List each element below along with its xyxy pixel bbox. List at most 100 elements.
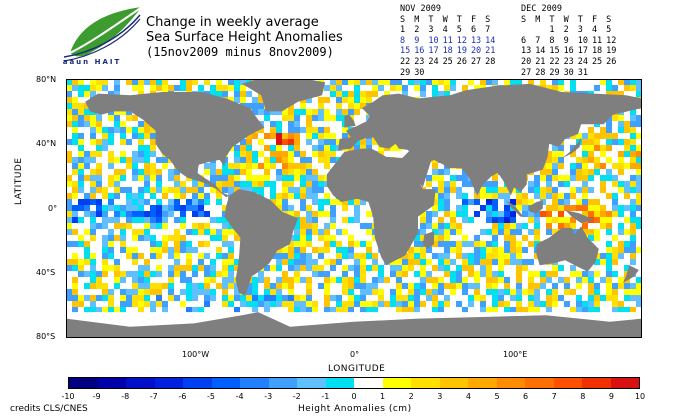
anomaly-cell — [102, 133, 108, 139]
anomaly-cell — [150, 271, 156, 277]
anomaly-cell — [162, 163, 168, 169]
anomaly-cell — [426, 223, 432, 229]
anomaly-cell — [522, 259, 528, 265]
anomaly-cell — [186, 193, 192, 199]
anomaly-cell — [360, 199, 366, 205]
anomaly-cell — [90, 301, 96, 307]
anomaly-cell — [534, 301, 540, 307]
anomaly-cell — [486, 187, 492, 193]
colorbar-label: -10 — [61, 392, 75, 401]
anomaly-cell — [564, 223, 570, 229]
anomaly-cell — [486, 259, 492, 265]
anomaly-cell — [150, 187, 156, 193]
anomaly-cell — [78, 205, 84, 211]
anomaly-cell — [252, 151, 258, 157]
anomaly-cell — [564, 307, 570, 313]
anomaly-cell — [528, 211, 534, 217]
anomaly-cell — [330, 223, 336, 229]
land-australia — [536, 226, 599, 272]
anomaly-cell — [630, 235, 636, 241]
anomaly-cell — [444, 277, 450, 283]
anomaly-cell — [108, 205, 114, 211]
anomaly-cell — [282, 145, 288, 151]
anomaly-cell — [360, 91, 366, 97]
anomaly-cell — [420, 211, 426, 217]
anomaly-cell — [120, 175, 126, 181]
anomaly-cell — [288, 157, 294, 163]
land-masses — [66, 79, 642, 338]
anomaly-cell — [390, 85, 396, 91]
anomaly-cell — [156, 271, 162, 277]
anomaly-cell — [222, 295, 228, 301]
anomaly-cell — [336, 277, 342, 283]
anomaly-cell — [264, 133, 270, 139]
anomaly-cell — [126, 199, 132, 205]
anomaly-cell — [156, 85, 162, 91]
anomaly-cell — [582, 163, 588, 169]
anomaly-cell — [294, 175, 300, 181]
anomaly-cell — [96, 211, 102, 217]
anomaly-cell — [96, 85, 102, 91]
anomaly-cell — [288, 163, 294, 169]
anomaly-cell — [84, 157, 90, 163]
anomaly-cell — [480, 295, 486, 301]
anomaly-cell — [396, 271, 402, 277]
anomaly-cell — [222, 199, 228, 205]
anomaly-cell — [576, 277, 582, 283]
anomaly-cell — [606, 223, 612, 229]
anomaly-cell — [342, 283, 348, 289]
anomaly-cell — [222, 235, 228, 241]
anomaly-cell — [102, 229, 108, 235]
anomaly-cell — [342, 127, 348, 133]
anomaly-cell — [438, 199, 444, 205]
anomaly-cell — [444, 205, 450, 211]
anomaly-cell — [312, 169, 318, 175]
anomaly-cell — [486, 235, 492, 241]
anomaly-cell — [138, 187, 144, 193]
calendar-day: 30 — [563, 67, 574, 78]
anomaly-cell — [282, 253, 288, 259]
anomaly-cell — [438, 193, 444, 199]
anomaly-cell — [570, 217, 576, 223]
anomaly-cell — [78, 121, 84, 127]
anomaly-cell — [492, 229, 498, 235]
anomaly-cell — [294, 265, 300, 271]
anomaly-cell — [270, 163, 276, 169]
anomaly-cell — [300, 175, 306, 181]
anomaly-cell — [102, 205, 108, 211]
anomaly-cell — [96, 157, 102, 163]
anomaly-cell — [474, 241, 480, 247]
anomaly-cell — [462, 223, 468, 229]
anomaly-cell — [72, 301, 78, 307]
anomaly-cell — [612, 85, 618, 91]
anomaly-cell — [150, 151, 156, 157]
colorbar-label: 1 — [380, 392, 386, 401]
anomaly-cell — [636, 79, 642, 85]
calendar-day: 17 — [577, 46, 588, 57]
anomaly-cell — [90, 151, 96, 157]
anomaly-cell — [600, 133, 606, 139]
anomaly-cell — [66, 79, 72, 85]
anomaly-cell — [270, 151, 276, 157]
anomaly-cell — [114, 145, 120, 151]
anomaly-cell — [504, 229, 510, 235]
anomaly-cell — [300, 295, 306, 301]
anomaly-cell — [252, 97, 258, 103]
anomaly-cell — [240, 307, 246, 313]
anomaly-cell — [162, 301, 168, 307]
anomaly-cell — [306, 307, 312, 313]
anomaly-cell — [552, 169, 558, 175]
anomaly-cell — [546, 223, 552, 229]
anomaly-cell — [600, 157, 606, 163]
anomaly-cell — [222, 283, 228, 289]
anomaly-cell — [240, 97, 246, 103]
calendar-day-header: F — [591, 14, 598, 25]
anomaly-cell — [90, 283, 96, 289]
anomaly-cell — [288, 307, 294, 313]
anomaly-cell — [420, 217, 426, 223]
anomaly-cell — [264, 109, 270, 115]
anomaly-cell — [294, 187, 300, 193]
anomaly-cell — [510, 259, 516, 265]
anomaly-cell — [294, 241, 300, 247]
